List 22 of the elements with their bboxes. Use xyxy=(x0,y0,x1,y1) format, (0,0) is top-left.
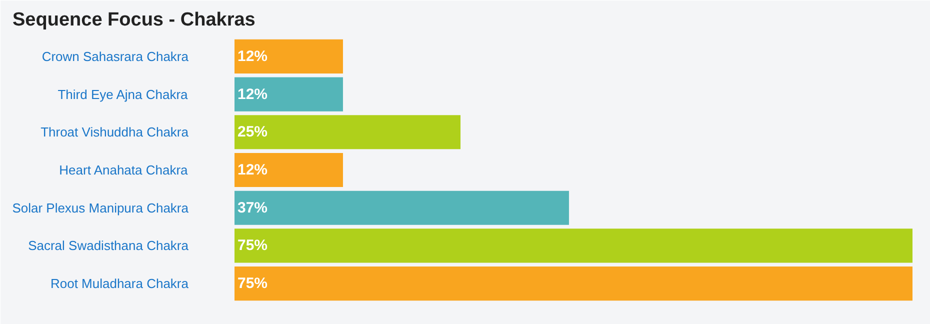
chart-title: Sequence Focus - Chakras xyxy=(12,10,256,30)
bar xyxy=(234,266,912,301)
bar xyxy=(234,77,343,112)
bar xyxy=(234,190,569,225)
data-label: 75% xyxy=(238,275,268,292)
y-tick-label: Third Eye Ajna Chakra xyxy=(58,86,189,102)
bar xyxy=(234,39,343,74)
bar xyxy=(234,152,343,188)
bar xyxy=(234,228,912,263)
y-tick-label: Root Muladhara Chakra xyxy=(50,276,190,292)
bar xyxy=(234,115,460,150)
y-tick-label: Sacral Swadisthana Chakra xyxy=(28,238,190,254)
y-tick-label: Heart Anahata Chakra xyxy=(59,162,189,178)
data-label: 12% xyxy=(238,162,268,178)
y-tick-label: Solar Plexus Manipura Chakra xyxy=(12,200,190,216)
y-tick-label: Throat Vishuddha Chakra xyxy=(40,124,190,140)
data-label: 12% xyxy=(238,48,268,65)
data-label: 25% xyxy=(238,124,268,141)
y-tick-label: Crown Sahasrara Chakra xyxy=(42,48,190,64)
data-label: 75% xyxy=(238,237,268,254)
data-label: 37% xyxy=(238,199,268,216)
data-label: 12% xyxy=(238,86,268,103)
